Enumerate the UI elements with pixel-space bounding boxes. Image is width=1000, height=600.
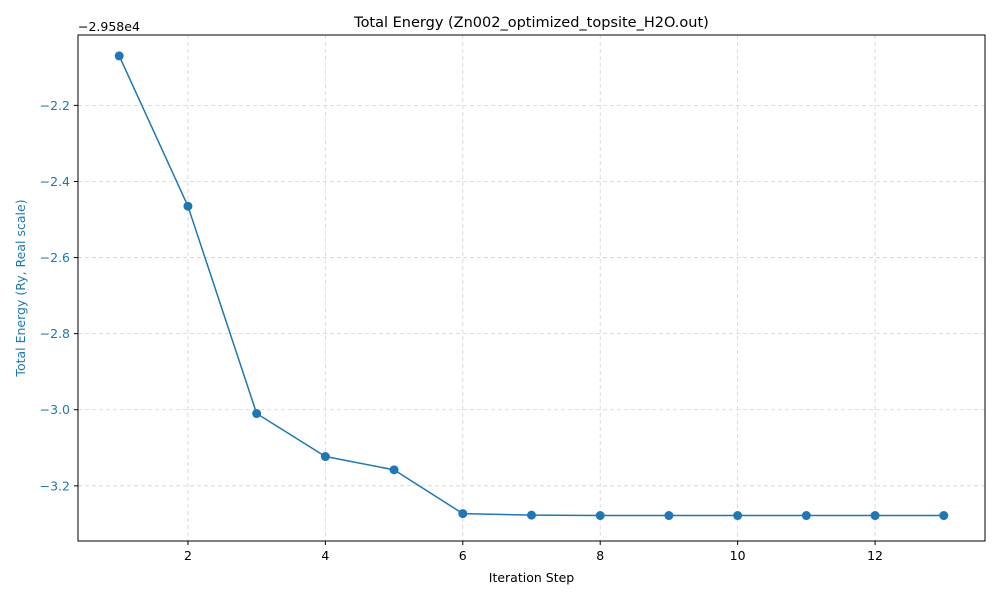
y-tick-label: −2.2 [40,98,70,113]
y-tick-label: −3.0 [40,402,70,417]
grid-lines [78,35,985,541]
chart-title: Total Energy (Zn002_optimized_topsite_H2… [353,15,709,31]
data-point [320,452,330,462]
data-point [801,511,811,521]
x-tick-label: 2 [184,548,192,563]
x-axis-label: Iteration Step [489,570,575,585]
y-axis-label: Total Energy (Ry, Real scale) [13,199,28,377]
x-tick-label: 12 [867,548,883,563]
data-point [183,201,193,211]
y-tick-label: −2.6 [40,250,70,265]
data-point [389,465,399,475]
data-point [939,511,949,521]
data-point [664,511,674,521]
x-tick-label: 8 [596,548,604,563]
x-tick-label: 10 [730,548,746,563]
axis-ticks: 2 4 6 8 10 12 −3.2 −3.0 −2.8 −2.6 −2.4 −2.2 [40,98,883,563]
data-point [733,511,743,521]
y-tick-label: −3.2 [40,478,70,493]
x-tick-label: 4 [321,548,329,563]
data-point [870,511,880,521]
data-point [527,510,536,520]
axes-frame [77,34,986,542]
data-point [595,511,605,521]
x-tick-label: 6 [459,548,467,563]
data-point [252,409,262,419]
data-point [114,51,124,61]
y-axis-offset-text: −2.958e4 [78,19,140,34]
y-tick-label: −2.4 [40,174,70,189]
data-series [114,51,949,521]
data-point [458,509,468,519]
y-tick-label: −2.8 [40,326,70,341]
